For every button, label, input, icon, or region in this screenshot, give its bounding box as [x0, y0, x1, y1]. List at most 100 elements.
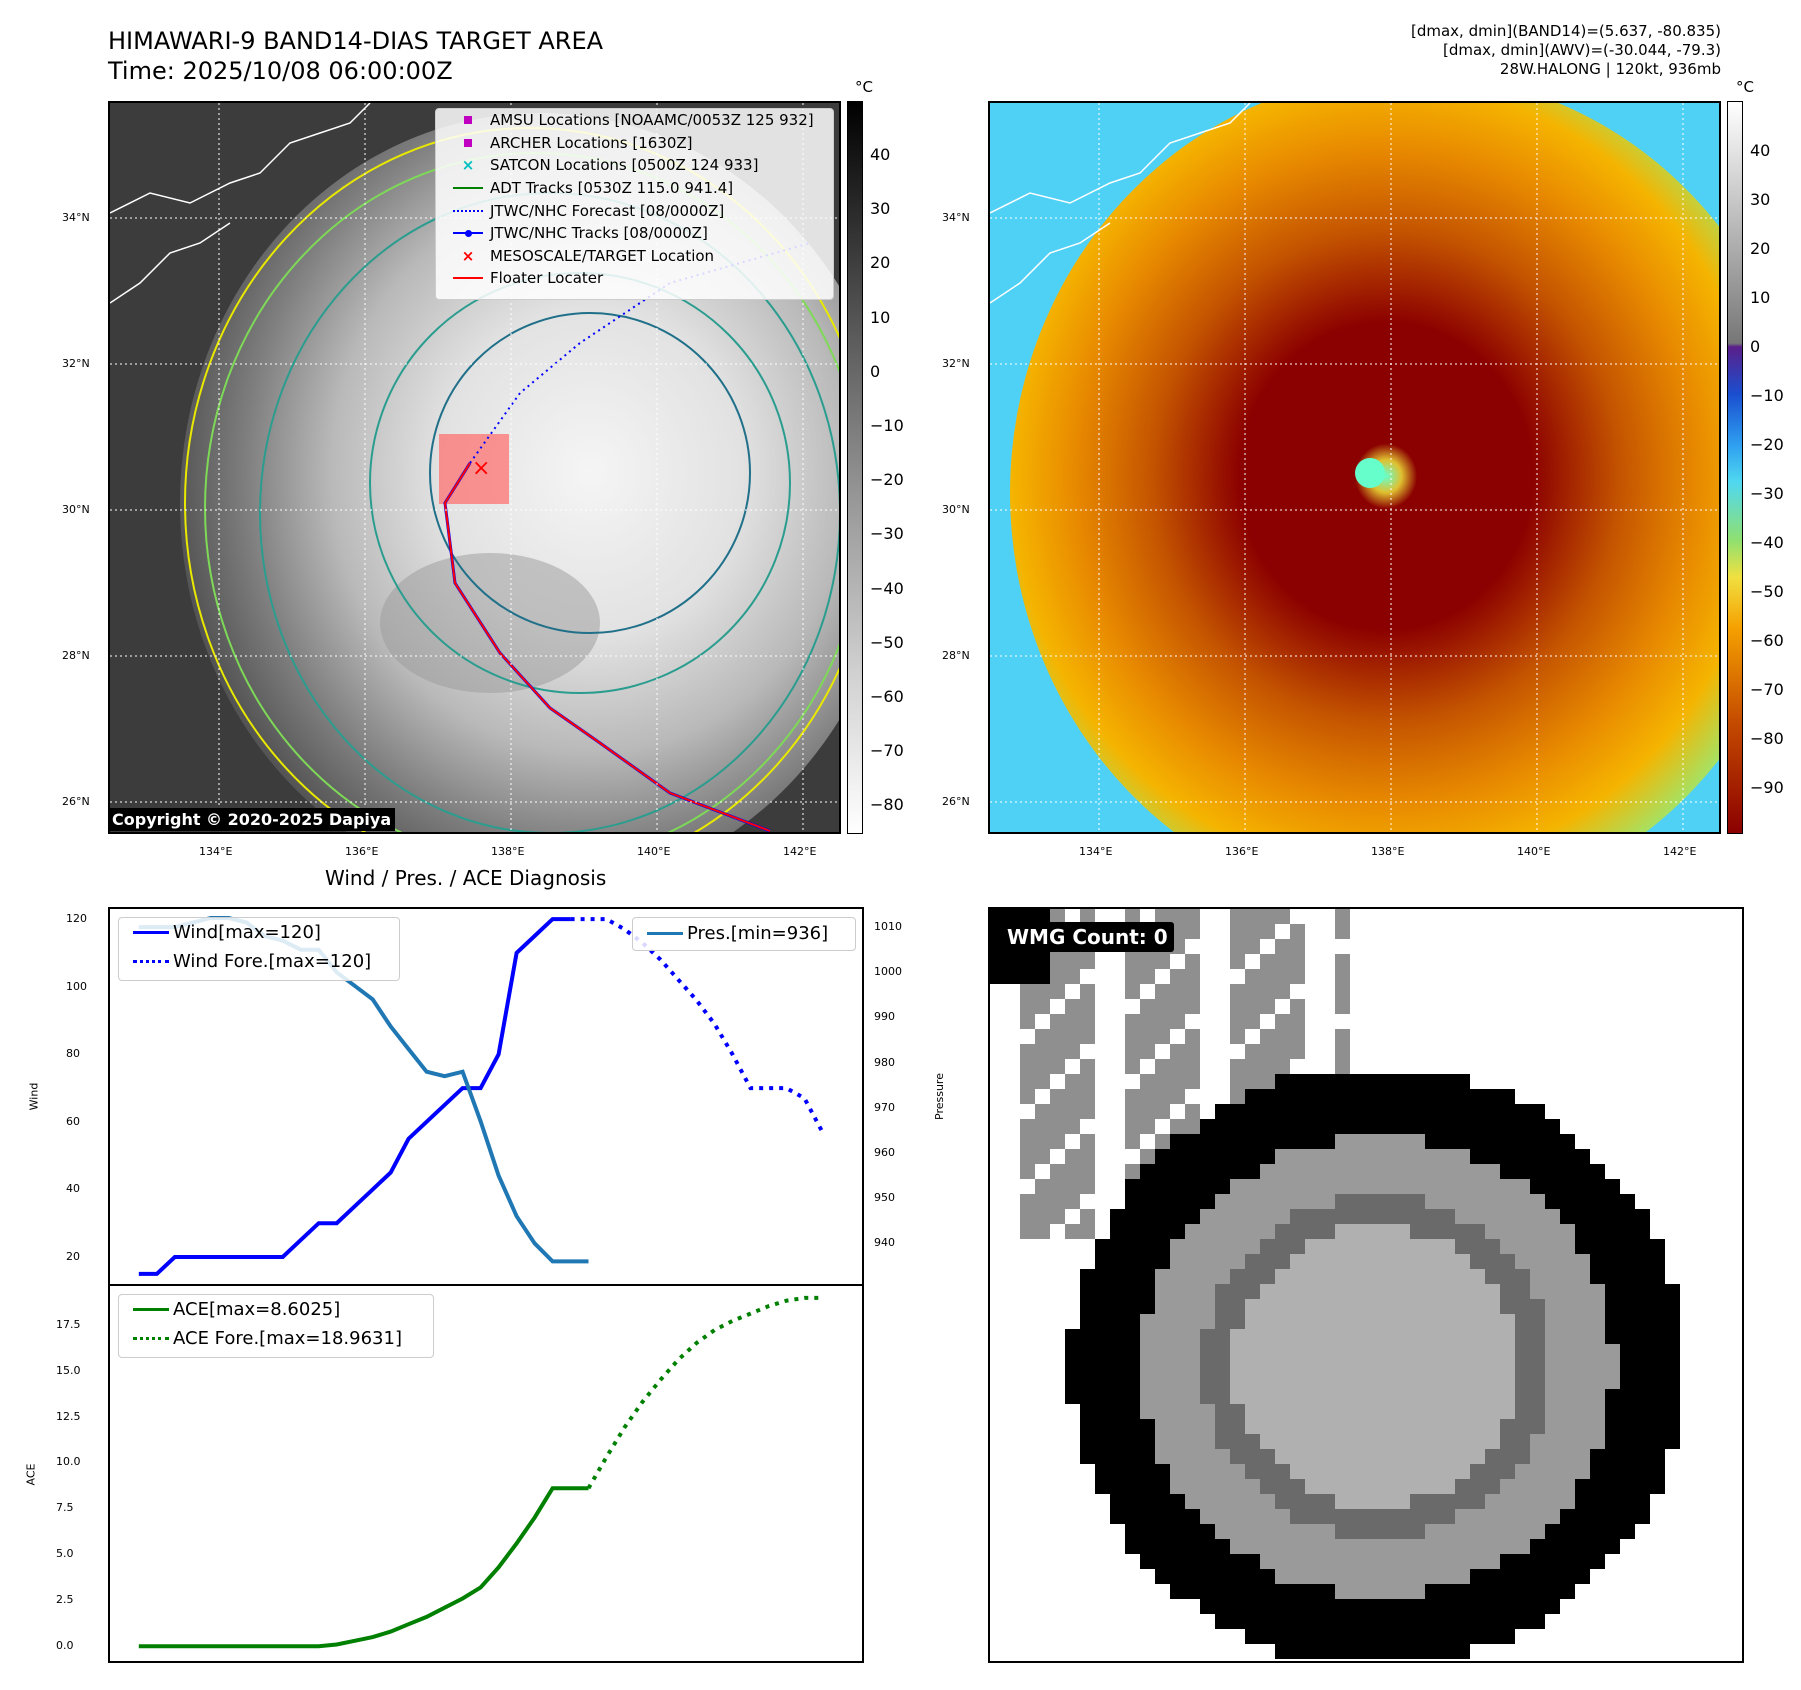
wmg-cell	[1485, 1389, 1500, 1404]
wmg-cell	[1545, 1554, 1560, 1569]
wmg-cell	[1140, 1149, 1155, 1164]
wmg-cell	[1230, 1029, 1245, 1044]
wmg-cell	[1200, 1374, 1215, 1389]
wmg-cell	[1590, 1479, 1605, 1494]
wmg-cell	[1095, 1314, 1110, 1329]
wmg-cell	[1395, 1089, 1410, 1104]
wmg-cell	[1515, 1479, 1530, 1494]
wmg-cell	[1515, 1194, 1530, 1209]
wmg-cell	[1350, 1599, 1365, 1614]
wmg-cell	[1080, 1164, 1095, 1179]
ace-tick-label: 5.0	[56, 1547, 74, 1561]
wmg-cell	[1245, 1044, 1260, 1059]
wmg-cell	[1590, 1494, 1605, 1509]
wmg-cell	[1485, 1314, 1500, 1329]
wmg-cell	[1155, 1059, 1170, 1074]
wmg-cell	[1080, 1434, 1095, 1449]
wmg-cell	[1560, 1539, 1575, 1554]
wmg-cell	[1080, 984, 1095, 999]
wmg-cell	[1290, 1374, 1305, 1389]
wmg-cell	[1350, 1269, 1365, 1284]
wmg-cell	[1455, 1479, 1470, 1494]
wmg-cell	[1020, 984, 1035, 999]
wmg-cell	[1245, 1134, 1260, 1149]
wmg-cell	[1380, 1329, 1395, 1344]
lat-label: 26°N	[942, 795, 970, 808]
lat-label: 32°N	[62, 357, 90, 370]
wmg-cell	[1650, 1239, 1665, 1254]
wmg-cell	[1305, 1134, 1320, 1149]
wmg-cell	[1035, 1104, 1050, 1119]
wmg-cell	[1575, 1314, 1590, 1329]
wmg-cell	[1365, 1629, 1380, 1644]
wmg-cell	[1185, 1209, 1200, 1224]
wmg-cell	[1365, 1104, 1380, 1119]
lon-label: 140°E	[637, 845, 671, 858]
wmg-cell	[1410, 1494, 1425, 1509]
wmg-cell	[1320, 1584, 1335, 1599]
wmg-cell	[1635, 1314, 1650, 1329]
wmg-cell	[1095, 1464, 1110, 1479]
wmg-cell	[1170, 1584, 1185, 1599]
wmg-cell	[1035, 1074, 1050, 1089]
wmg-cell	[1155, 1254, 1170, 1269]
wmg-cell	[1440, 1164, 1455, 1179]
wmg-cell	[1530, 1284, 1545, 1299]
wmg-cell	[1605, 1314, 1620, 1329]
wmg-cell	[1260, 1479, 1275, 1494]
wmg-cell	[1260, 1074, 1275, 1089]
wmg-cell	[1200, 1359, 1215, 1374]
wmg-cell	[1440, 1464, 1455, 1479]
awv-map-panel	[988, 101, 1721, 834]
wmg-cell	[1275, 1134, 1290, 1149]
cbar-left-tick: −70	[870, 741, 904, 761]
wmg-cell	[1560, 1134, 1575, 1149]
wmg-cell	[1170, 1314, 1185, 1329]
wmg-cell	[1290, 954, 1305, 969]
wmg-cell	[1335, 1509, 1350, 1524]
wmg-cell	[1185, 999, 1200, 1014]
wmg-cell	[1335, 1479, 1350, 1494]
wmg-cell	[1545, 1434, 1560, 1449]
wmg-cell	[1575, 1434, 1590, 1449]
wmg-cell	[1425, 1269, 1440, 1284]
wmg-cell	[1260, 1029, 1275, 1044]
wmg-cell	[1110, 1269, 1125, 1284]
wmg-cell	[1350, 1434, 1365, 1449]
wmg-cell	[1455, 1524, 1470, 1539]
wmg-cell	[1110, 1359, 1125, 1374]
wmg-cell	[1395, 1179, 1410, 1194]
wmg-cell	[1260, 1284, 1275, 1299]
wmg-cell	[1590, 1224, 1605, 1239]
wmg-cell	[1320, 1299, 1335, 1314]
wmg-cell	[1425, 1584, 1440, 1599]
wmg-cell	[1530, 1404, 1545, 1419]
wmg-cell	[1320, 1359, 1335, 1374]
wmg-cell	[1485, 1464, 1500, 1479]
wmg-cell	[1125, 1479, 1140, 1494]
wmg-cell	[1020, 909, 1035, 924]
wmg-cell	[1155, 1344, 1170, 1359]
cbar-left-tick: 10	[870, 307, 891, 327]
wmg-cell	[1185, 1524, 1200, 1539]
wmg-cell	[1275, 1629, 1290, 1644]
wmg-cell	[1455, 1164, 1470, 1179]
wmg-cell	[1140, 1314, 1155, 1329]
wmg-cell	[1170, 999, 1185, 1014]
wmg-cell	[1635, 1509, 1650, 1524]
wmg-cell	[1620, 1404, 1635, 1419]
wmg-cell	[1425, 1134, 1440, 1149]
wmg-cell	[1290, 1329, 1305, 1344]
wmg-cell	[1170, 984, 1185, 999]
ace-plot	[138, 1295, 823, 1649]
wmg-cell	[1425, 1104, 1440, 1119]
wmg-cell	[1350, 1344, 1365, 1359]
wmg-cell	[1665, 1314, 1680, 1329]
wmg-cell	[1275, 1644, 1290, 1659]
wmg-cell	[1020, 1074, 1035, 1089]
wmg-cell	[1560, 1494, 1575, 1509]
wmg-cell	[1185, 954, 1200, 969]
wmg-cell	[1410, 1119, 1425, 1134]
cbar-right-tick: 20	[1750, 239, 1771, 258]
wmg-cell	[1665, 1374, 1680, 1389]
